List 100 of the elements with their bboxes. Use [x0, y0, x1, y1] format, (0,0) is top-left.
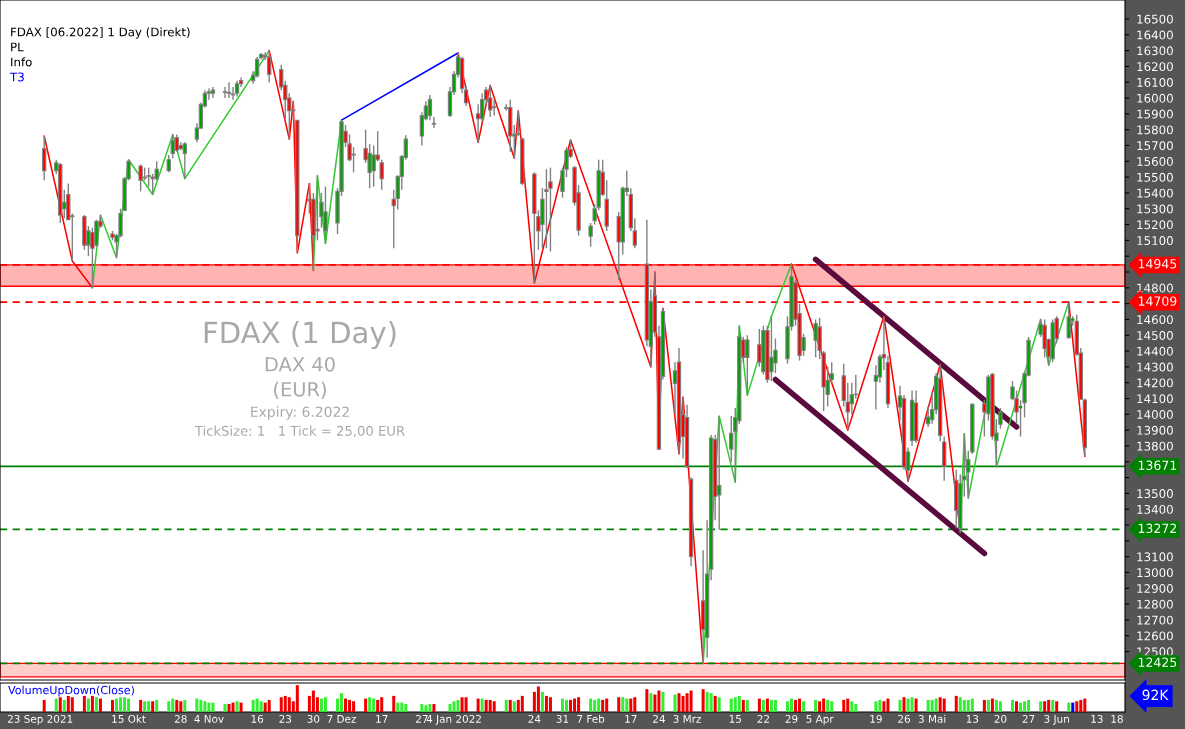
bar	[934, 698, 938, 712]
bar	[62, 699, 66, 712]
candlestick	[315, 174, 320, 242]
y-tick-label: 12800	[1137, 599, 1173, 609]
x-tick-label: 15 Okt	[112, 714, 146, 723]
x-tick-label: 4 Jan 2022	[426, 714, 481, 725]
bar	[167, 701, 171, 712]
bar	[171, 698, 175, 712]
candlestick	[427, 94, 433, 121]
candlestick	[351, 146, 356, 174]
bar	[259, 701, 263, 712]
bar	[954, 695, 958, 712]
bar	[179, 701, 183, 712]
bar	[428, 703, 432, 712]
candlestick	[291, 100, 296, 121]
bar	[484, 699, 488, 712]
bar	[822, 698, 826, 712]
text: 92K	[1142, 689, 1169, 701]
bar	[110, 699, 115, 712]
bar	[115, 698, 119, 712]
y-tick-label: 16200	[1137, 62, 1173, 72]
bar	[548, 697, 552, 712]
bar	[404, 703, 408, 712]
bar	[681, 695, 685, 712]
bar	[231, 702, 235, 712]
candlestick	[544, 168, 549, 249]
bar	[938, 697, 942, 712]
bar	[544, 695, 548, 712]
y-tick-label: 13500	[1137, 489, 1173, 499]
x-tick-label: 31	[556, 714, 569, 723]
x-tick-label: 3 Jun	[1044, 714, 1069, 725]
bar	[94, 697, 98, 712]
bar	[673, 694, 677, 712]
bar	[239, 702, 243, 712]
y-tick-label: 13100	[1137, 552, 1173, 562]
y-tick-label: 15500	[1137, 172, 1173, 182]
x-tick-label: 23 Sep 2021	[7, 714, 73, 725]
bar	[536, 686, 540, 712]
bar	[926, 699, 930, 712]
bar	[898, 699, 902, 712]
bar	[1010, 699, 1015, 712]
bar	[516, 699, 520, 712]
candlestick	[379, 159, 384, 191]
bar	[597, 698, 601, 712]
bar	[504, 699, 508, 712]
bar	[460, 697, 464, 712]
bar	[601, 699, 605, 712]
bar	[685, 693, 689, 712]
bar	[617, 697, 621, 712]
bar	[207, 702, 211, 712]
x-tick-label: 5 Apr	[806, 715, 834, 725]
bar	[818, 701, 822, 712]
bar	[785, 701, 790, 712]
bar	[348, 699, 352, 712]
ref-line-label: 14945	[1138, 259, 1177, 269]
annotation: Expiry: 6.2022	[251, 406, 349, 420]
bar	[906, 698, 910, 712]
bar	[729, 698, 733, 712]
bar	[701, 689, 705, 712]
bar	[1075, 701, 1079, 712]
bar	[58, 697, 62, 712]
candlestick	[170, 133, 175, 159]
bar	[520, 695, 524, 712]
bar	[279, 697, 283, 712]
y-tick-label: 15800	[1137, 125, 1173, 135]
bar	[798, 698, 802, 712]
y-tick-label: 15100	[1137, 236, 1173, 246]
y-tick-label: 12600	[1137, 631, 1173, 641]
bar	[621, 697, 625, 712]
candlestick	[717, 415, 722, 531]
y-tick-label: 15600	[1137, 157, 1173, 166]
bar	[396, 702, 400, 712]
bar	[625, 698, 629, 712]
bar	[560, 698, 565, 712]
candlestick	[226, 81, 232, 99]
y-tick-label: 12900	[1137, 584, 1173, 593]
candlestick	[745, 334, 750, 397]
bar	[850, 701, 854, 712]
x-tick-label: 13	[966, 714, 979, 723]
bar	[1047, 699, 1051, 712]
bar	[319, 698, 323, 712]
y-tick-label: 13000	[1137, 568, 1173, 578]
bar	[605, 698, 609, 712]
bar	[966, 699, 970, 712]
text: FDAX [06.2022] 1 Day (Direkt)	[11, 27, 190, 39]
bar	[183, 699, 187, 712]
y-tick-label: 13900	[1137, 425, 1173, 435]
bar	[456, 699, 460, 712]
bar	[717, 697, 721, 712]
bar	[657, 690, 661, 712]
y-tick-label: 14000	[1137, 410, 1173, 419]
ref-line-label: 14709	[1138, 296, 1177, 306]
bar	[432, 703, 436, 712]
bar	[424, 705, 428, 712]
y-tick-label: 14800	[1137, 283, 1173, 293]
bar	[295, 685, 299, 712]
bar	[814, 699, 818, 712]
bar	[267, 699, 271, 712]
x-tick-label: 30	[307, 714, 320, 723]
bar	[1055, 701, 1059, 712]
